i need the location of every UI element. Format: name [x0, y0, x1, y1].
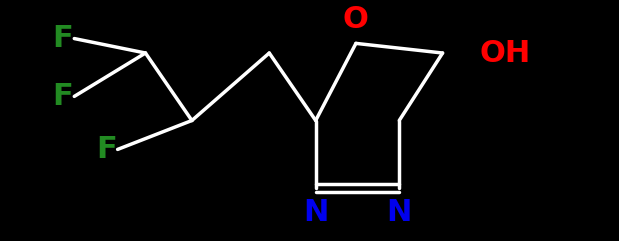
- Text: N: N: [303, 198, 328, 227]
- Text: OH: OH: [480, 39, 531, 67]
- Text: N: N: [387, 198, 412, 227]
- Text: O: O: [343, 5, 369, 34]
- Text: F: F: [53, 24, 74, 53]
- Text: F: F: [53, 82, 74, 111]
- Text: F: F: [96, 135, 117, 164]
